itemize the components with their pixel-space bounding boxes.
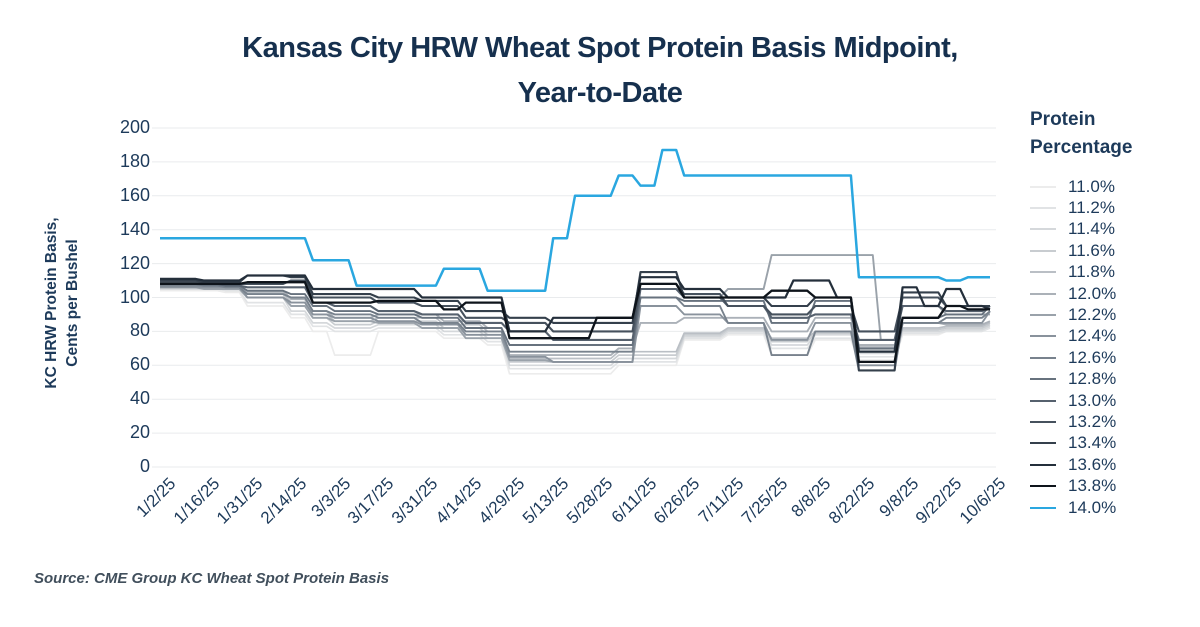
legend-label-12.0%: 12.0%: [1068, 283, 1117, 303]
series-line-11.4%: [160, 288, 991, 367]
y-tick-label-120: 120: [119, 252, 150, 273]
y-axis-title-line2: Cents per Bushel: [64, 239, 81, 367]
legend-entry-12.0%: 12.0%: [1030, 283, 1195, 304]
series-line-12.2%: [160, 254, 990, 363]
legend-swatch-11.8%: [1030, 271, 1056, 274]
legend-entry-13.2%: 13.2%: [1030, 411, 1195, 432]
y-tick-label-100: 100: [119, 286, 150, 307]
legend-label-12.2%: 12.2%: [1068, 305, 1117, 325]
legend-swatch-11.6%: [1030, 249, 1056, 252]
legend-label-12.4%: 12.4%: [1068, 326, 1117, 346]
y-axis-title: KC HRW Protein Basis, Cents per Bushel: [41, 153, 83, 453]
legend-swatch-12.4%: [1030, 335, 1056, 338]
legend-swatch-11.2%: [1030, 207, 1056, 210]
legend-label-13.0%: 13.0%: [1068, 390, 1117, 410]
legend-label-12.8%: 12.8%: [1068, 369, 1117, 389]
legend-label-13.6%: 13.6%: [1068, 454, 1117, 474]
series-line-12.6%: [160, 284, 991, 372]
legend-swatch-11.0%: [1030, 185, 1056, 188]
chart-title-line1: Kansas City HRW Wheat Spot Protein Basis…: [242, 32, 958, 64]
legend-swatch-12.0%: [1030, 292, 1056, 295]
legend-label-14.0%: 14.0%: [1068, 497, 1117, 517]
legend-entry-13.8%: 13.8%: [1030, 475, 1195, 496]
legend-entry-13.4%: 13.4%: [1030, 433, 1195, 454]
legend-label-13.4%: 13.4%: [1068, 433, 1117, 453]
series-line-14.0%: [160, 148, 990, 292]
legend-swatch-12.6%: [1030, 356, 1056, 359]
legend-swatch-13.6%: [1030, 463, 1056, 466]
legend-label-13.2%: 13.2%: [1068, 411, 1117, 431]
legend-label-11.0%: 11.0%: [1068, 176, 1115, 196]
legend-swatch-13.4%: [1030, 442, 1056, 445]
y-tick-label-80: 80: [129, 320, 150, 341]
series-line-12.4%: [160, 286, 991, 367]
y-tick-label-180: 180: [119, 150, 150, 171]
y-tick-label-40: 40: [129, 388, 150, 409]
series-line-13.8%: [160, 281, 990, 364]
y-tick-label-200: 200: [119, 117, 150, 137]
legend-swatch-12.2%: [1030, 314, 1056, 317]
source-note: Source: CME Group KC Wheat Spot Protein …: [34, 570, 390, 587]
legend-label-11.8%: 11.8%: [1068, 262, 1115, 282]
legend-swatch-14.0%: [1030, 506, 1056, 509]
legend-entry-12.6%: 12.6%: [1030, 347, 1195, 368]
chart-title: Kansas City HRW Wheat Spot Protein Basis…: [0, 26, 1200, 116]
legend-entry-12.8%: 12.8%: [1030, 369, 1195, 390]
legend-swatch-12.8%: [1030, 378, 1056, 381]
legend-swatch-13.2%: [1030, 420, 1056, 423]
legend-label-12.6%: 12.6%: [1068, 347, 1117, 367]
legend-swatch-11.4%: [1030, 228, 1056, 231]
legend-entry-13.0%: 13.0%: [1030, 390, 1195, 411]
y-tick-label-60: 60: [129, 354, 150, 375]
y-axis-title-line1: KC HRW Protein Basis,: [43, 217, 60, 389]
legend-entry-11.6%: 11.6%: [1030, 240, 1195, 261]
legend-entry-11.4%: 11.4%: [1030, 219, 1195, 240]
legend-label-13.8%: 13.8%: [1068, 476, 1117, 496]
legend-title-line1: Protein: [1030, 109, 1096, 130]
y-tick-label-20: 20: [129, 422, 150, 443]
legend-entry-11.2%: 11.2%: [1030, 197, 1195, 218]
legend-swatch-13.0%: [1030, 399, 1056, 402]
legend-entry-11.0%: 11.0%: [1030, 176, 1195, 197]
y-tick-label-160: 160: [119, 184, 150, 205]
legend-entries: 11.0% 11.2% 11.4% 11.6% 11.8% 12.0% 12.2% 12.4%…: [1030, 176, 1195, 518]
legend-entry-13.6%: 13.6%: [1030, 454, 1195, 475]
legend-entry-12.2%: 12.2%: [1030, 304, 1195, 325]
y-tick-label-0: 0: [139, 456, 150, 476]
chart-title-line2: Year-to-Date: [517, 77, 683, 109]
legend-swatch-13.8%: [1030, 485, 1056, 488]
legend-label-11.2%: 11.2%: [1068, 198, 1115, 218]
legend-entry-11.8%: 11.8%: [1030, 262, 1195, 283]
legend-label-11.6%: 11.6%: [1068, 240, 1115, 260]
legend-entry-14.0%: 14.0%: [1030, 497, 1195, 518]
legend-title-line2: Percentage: [1030, 137, 1133, 158]
legend-label-11.4%: 11.4%: [1068, 219, 1115, 239]
y-tick-label-140: 140: [119, 218, 150, 239]
legend-title: Protein Percentage: [1030, 106, 1195, 162]
legend: Protein Percentage 11.0% 11.2% 11.4% 11.6% 1…: [1030, 106, 1195, 518]
legend-entry-12.4%: 12.4%: [1030, 326, 1195, 347]
